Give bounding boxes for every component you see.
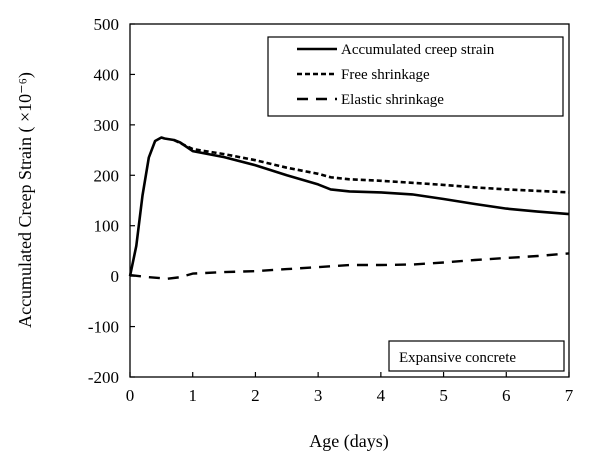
annotation-frame [388, 340, 565, 372]
y-tick-label: 200 [94, 166, 120, 185]
x-tick-label: 3 [314, 386, 323, 405]
legend: Accumulated creep strain Free shrinkage El… [267, 36, 564, 117]
series-line-3 [129, 252, 570, 280]
series-line-1 [128, 136, 570, 277]
annotation-text: Expansive concrete [399, 350, 516, 366]
x-tick-label: 2 [251, 386, 260, 405]
x-tick-label: 4 [377, 386, 386, 405]
x-tick-label: 1 [188, 386, 197, 405]
series-layer [128, 136, 570, 280]
x-tick-label: 7 [565, 386, 574, 405]
y-tick-label: 100 [94, 217, 120, 236]
plot-area [129, 23, 570, 378]
x-tick-label: 5 [439, 386, 448, 405]
y-tick-label: 500 [94, 15, 120, 34]
y-tick-label: 300 [94, 116, 120, 135]
plot-border [129, 23, 570, 378]
x-axis-title: Age (days) [309, 431, 388, 452]
y-tick-label: -100 [88, 318, 119, 337]
y-axis: -200 -100 0 100 200 300 400 500 [88, 15, 135, 387]
x-tick-label: 6 [502, 386, 511, 405]
x-tick-label: 0 [126, 386, 135, 405]
legend-label-2: Free shrinkage [341, 67, 430, 83]
annotation-box: Expansive concrete [388, 340, 565, 372]
y-tick-label: 0 [111, 267, 120, 286]
y-tick-label: 400 [94, 65, 120, 84]
legend-label-1: Accumulated creep strain [341, 42, 495, 58]
y-axis-title: Accumulated Creep Strain ( ×10⁻⁶) [15, 72, 36, 328]
y-tick-label: -200 [88, 368, 119, 387]
x-axis: 0 1 2 3 4 5 6 7 [126, 372, 574, 405]
legend-label-3: Elastic shrinkage [341, 92, 444, 108]
series-line-2 [173, 138, 570, 194]
